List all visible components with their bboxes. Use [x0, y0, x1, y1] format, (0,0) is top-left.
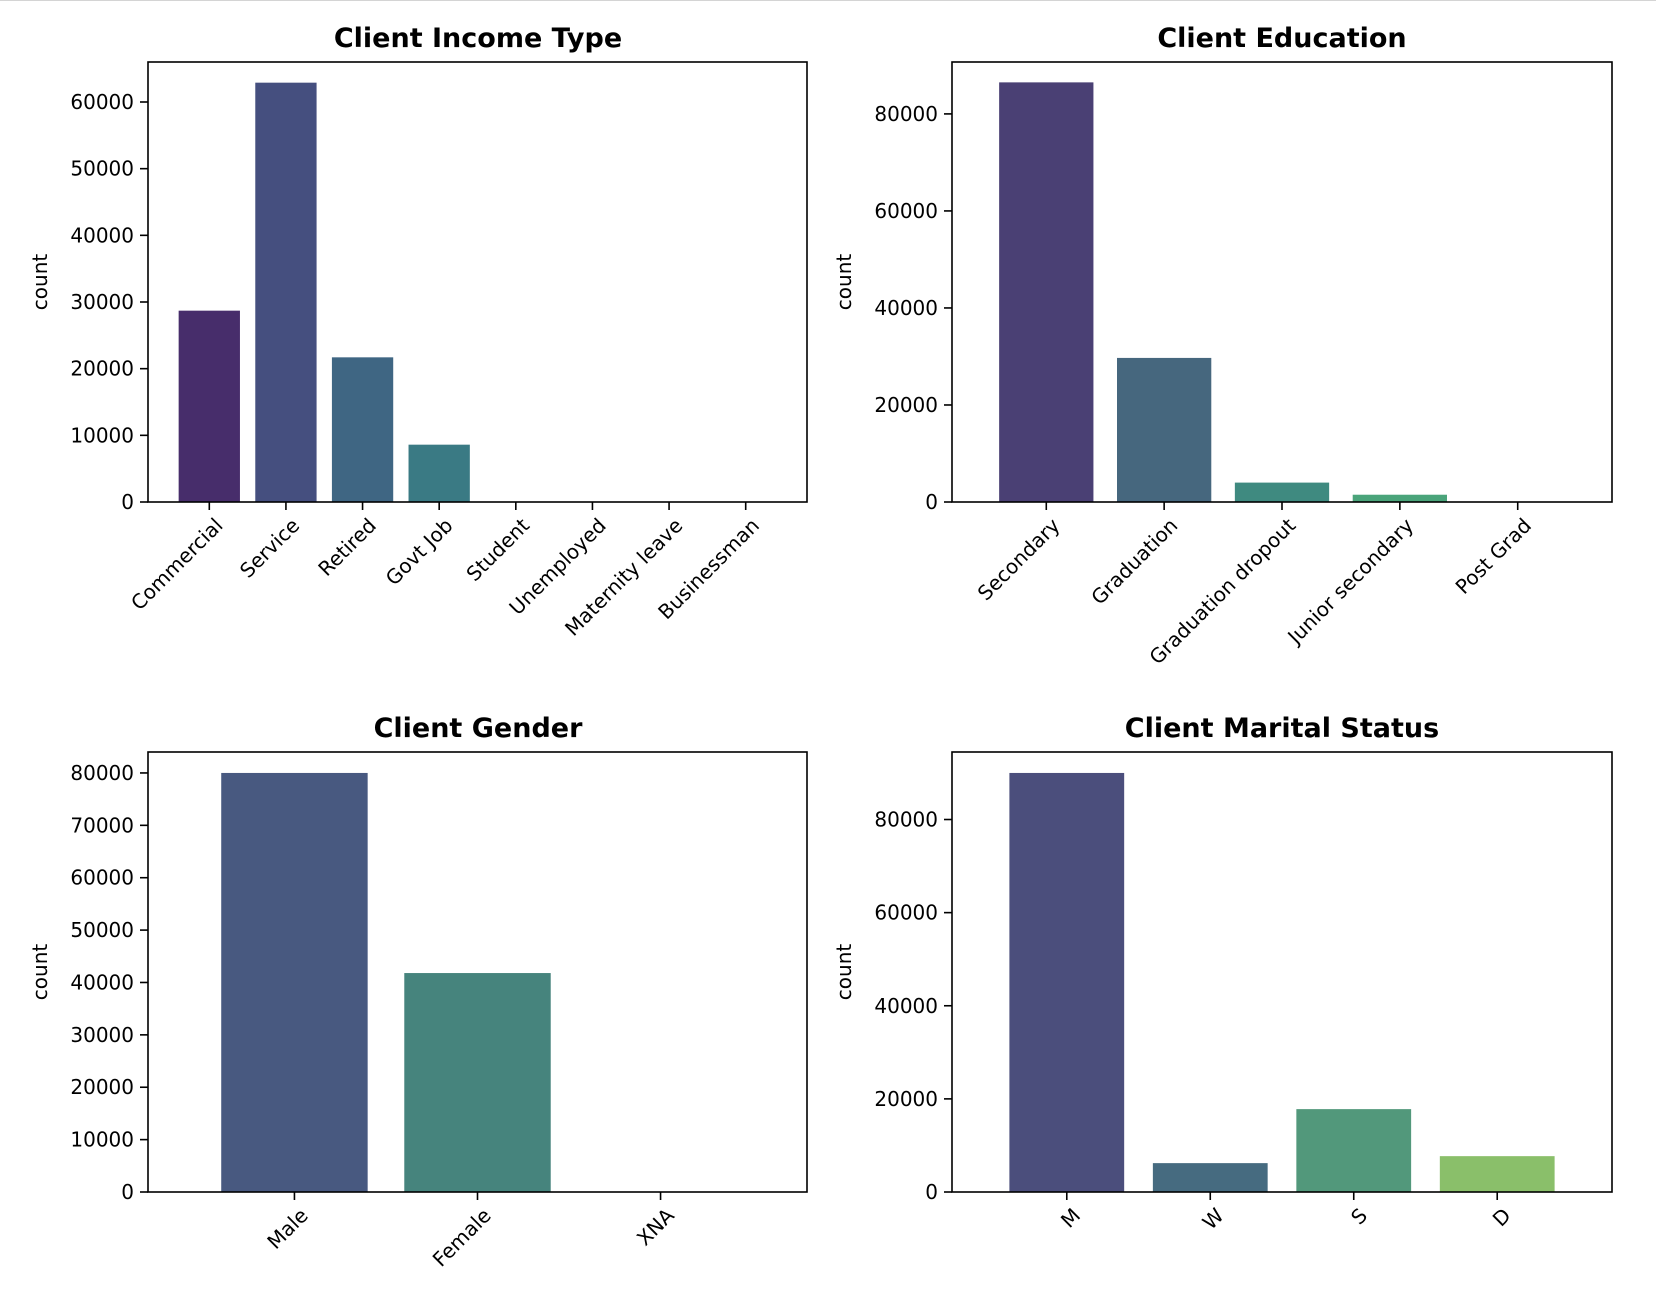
chart-title: Client Marital Status — [1125, 713, 1439, 744]
bars — [999, 82, 1565, 503]
bars — [1009, 772, 1555, 1192]
bar — [1352, 494, 1447, 502]
bar — [221, 772, 368, 1192]
chart-education: Client Education count 0 20000 40000 60000 8… — [832, 23, 1613, 669]
y-ticks: 0 10000 20000 30000 40000 50000 60000 70000 8000… — [70, 761, 148, 1204]
y-tick-label: 80000 — [70, 761, 134, 785]
bar — [178, 310, 240, 502]
x-tick-label: Secondary — [973, 513, 1065, 605]
bar — [331, 357, 394, 502]
y-tick-label: 30000 — [70, 1023, 134, 1047]
y-tick-label: 30000 — [70, 290, 134, 314]
bar — [404, 973, 551, 1192]
x-tick-label: Commercial — [126, 513, 228, 615]
y-tick-label: 20000 — [70, 357, 134, 381]
y-tick-label: 20000 — [874, 1087, 938, 1111]
plot-frame — [951, 751, 1613, 1193]
bar — [1009, 772, 1125, 1192]
bar — [1234, 482, 1330, 502]
y-tick-label: 60000 — [70, 90, 134, 114]
bar — [1117, 357, 1212, 502]
y-ticks: 0 20000 40000 60000 80000 — [874, 102, 952, 514]
y-tick-label: 80000 — [874, 808, 938, 832]
y-tick-label: 0 — [121, 490, 134, 514]
plot-frame — [147, 61, 808, 503]
chart-title: Client Income Type — [334, 23, 622, 54]
chart-title: Client Gender — [374, 713, 583, 744]
y-tick-label: 60000 — [70, 866, 134, 890]
x-tick-label: Student — [461, 513, 534, 586]
bar — [1296, 1109, 1412, 1192]
bars — [221, 772, 734, 1192]
y-tick-label: 50000 — [70, 157, 134, 181]
y-axis-label: count — [28, 944, 52, 1001]
chart-title: Client Education — [1157, 23, 1406, 54]
chart-marital-status: Client Marital Status count 0 20000 40000 6… — [832, 713, 1613, 1234]
chart-income-type: Client Income Type count 0 10000 20000 3000… — [28, 23, 808, 641]
y-axis-label: count — [832, 254, 856, 311]
x-tick-label: Post Grad — [1451, 513, 1536, 598]
y-tick-label: 40000 — [874, 296, 938, 320]
bar — [1439, 1156, 1555, 1192]
chart-gender: Client Gender count 0 10000 20000 30000 4000… — [28, 713, 808, 1271]
y-ticks: 0 10000 20000 30000 40000 50000 60000 — [70, 90, 148, 514]
y-tick-label: 10000 — [70, 1128, 134, 1152]
y-ticks: 0 20000 40000 60000 80000 — [874, 808, 952, 1204]
y-axis-label: count — [832, 944, 856, 1001]
x-tick-label: Junior secondary — [1281, 513, 1418, 650]
x-tick-label: Retired — [313, 513, 381, 581]
y-tick-label: 80000 — [874, 102, 938, 126]
plot-frame — [951, 61, 1613, 503]
plot-frame — [147, 751, 808, 1193]
y-tick-label: 40000 — [874, 994, 938, 1018]
bar — [1152, 1163, 1268, 1192]
x-tick-label: W — [1198, 1203, 1229, 1234]
y-tick-label: 40000 — [70, 970, 134, 994]
y-tick-label: 0 — [121, 1180, 134, 1204]
y-tick-label: 40000 — [70, 223, 134, 247]
y-tick-label: 0 — [925, 1180, 938, 1204]
x-tick-label: M — [1056, 1203, 1085, 1232]
y-axis-label: count — [28, 254, 52, 311]
y-tick-label: 10000 — [70, 423, 134, 447]
x-tick-label: S — [1346, 1203, 1372, 1229]
y-tick-label: 50000 — [70, 918, 134, 942]
x-tick-label: Female — [428, 1203, 496, 1271]
bar — [255, 82, 317, 503]
x-tick-label: Service — [235, 513, 304, 582]
y-tick-label: 60000 — [874, 901, 938, 925]
x-ticks: Commercial Service Retired Govt Job StudentU… — [126, 502, 764, 641]
x-tick-label: Male — [262, 1203, 312, 1253]
x-ticks: Male Female XNA — [262, 1192, 679, 1271]
y-tick-label: 60000 — [874, 199, 938, 223]
x-tick-label: XNA — [632, 1203, 679, 1250]
bar — [999, 82, 1094, 503]
y-tick-label: 70000 — [70, 813, 134, 837]
y-tick-label: 0 — [925, 490, 938, 514]
y-tick-label: 20000 — [70, 1075, 134, 1099]
y-tick-label: 20000 — [874, 393, 938, 417]
bars — [178, 82, 777, 503]
x-tick-label: Graduation — [1086, 513, 1182, 609]
x-tick-label: D — [1488, 1203, 1516, 1231]
bar — [408, 444, 470, 502]
x-tick-label: Govt Job — [381, 513, 458, 590]
